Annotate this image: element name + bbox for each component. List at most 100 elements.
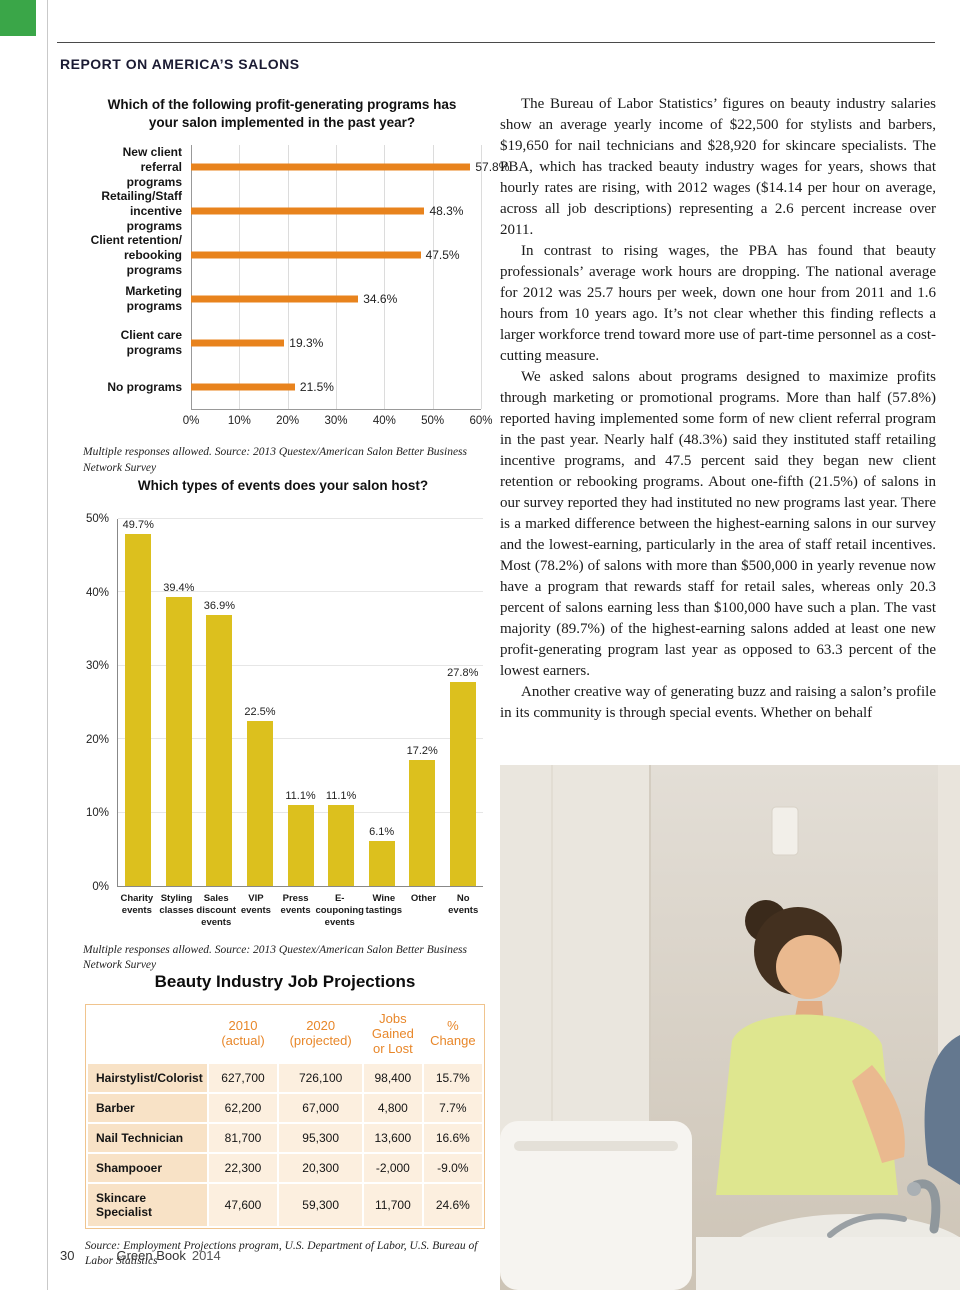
table-row: Barber 62,200 67,000 4,800 7.7% bbox=[88, 1093, 482, 1122]
table-cell: 59,300 bbox=[279, 1183, 363, 1226]
left-margin-rule bbox=[47, 0, 48, 1290]
photo-face bbox=[776, 935, 840, 999]
y-axis-ticks: 0% 10% 20% 30% 40% 50% bbox=[83, 513, 117, 893]
table-cell: 11,700 bbox=[364, 1183, 422, 1226]
bar bbox=[191, 383, 295, 391]
bar-value-label: 27.8% bbox=[447, 666, 479, 679]
photo-arm bbox=[852, 1065, 905, 1163]
table-cell: 627,700 bbox=[208, 1063, 278, 1092]
chart-title: Which types of events does your salon ho… bbox=[137, 478, 429, 493]
table-cell: 4,800 bbox=[364, 1093, 422, 1122]
x-tick-label: 30% bbox=[324, 415, 348, 428]
section-header: REPORT ON AMERICA’S SALONS bbox=[60, 56, 300, 72]
table-corner-cell bbox=[88, 1007, 207, 1062]
table-cell: 13,600 bbox=[364, 1123, 422, 1152]
bar-value-label: 11.1% bbox=[285, 789, 316, 802]
bar-plot-area: 57.8% 48.3% 47.5% 34.6% 19.3% 21.5% bbox=[191, 145, 509, 411]
x-tick-label: 60% bbox=[469, 415, 493, 428]
bar-category-label: Marketing programs bbox=[125, 284, 182, 314]
table-cell: 95,300 bbox=[279, 1123, 363, 1152]
gridline bbox=[432, 145, 434, 410]
bar bbox=[449, 681, 476, 886]
gridline bbox=[118, 738, 483, 740]
bar bbox=[328, 804, 355, 886]
table-cell: 98,400 bbox=[364, 1063, 422, 1092]
gridline bbox=[481, 145, 482, 410]
bar-column: 6.1% bbox=[361, 519, 402, 886]
bar-category-label: New client referral programs bbox=[122, 144, 182, 189]
gridline bbox=[336, 145, 337, 410]
y-tick-label: 40% bbox=[85, 586, 109, 599]
x-axis-labels: Charity events Styling classes Sales disco… bbox=[117, 893, 483, 929]
table-cell: 20,300 bbox=[279, 1153, 363, 1182]
book-year: 2014 bbox=[191, 1248, 221, 1263]
y-tick-label: 30% bbox=[85, 660, 109, 673]
article-paragraph: Another creative way of generating buzz … bbox=[500, 684, 936, 721]
photo-faucet bbox=[911, 1179, 941, 1234]
gridlines bbox=[191, 145, 482, 410]
bar bbox=[409, 759, 436, 886]
bar-value-label: 22.5% bbox=[244, 705, 276, 718]
photo-faucet-handle bbox=[907, 1182, 921, 1196]
gridline bbox=[287, 145, 289, 410]
bar bbox=[191, 163, 471, 171]
table-column-header: % Change bbox=[423, 1007, 482, 1062]
bar bbox=[125, 534, 152, 886]
table-row: Shampooer 22,300 20,300 -2,000 -9.0% bbox=[88, 1153, 482, 1182]
x-tick-label: 50% bbox=[421, 415, 445, 428]
table-row-label: Barber bbox=[88, 1093, 207, 1122]
table-row: Skincare Specialist 47,600 59,300 11,700 24.… bbox=[88, 1183, 482, 1226]
bar-value-label: 49.7% bbox=[122, 519, 154, 531]
job-projections-block: Beauty Industry Job Projections 2010 (ac… bbox=[85, 972, 485, 1270]
table-cell: 47,600 bbox=[208, 1183, 278, 1226]
article-paragraph: We asked salons about programs designed … bbox=[500, 369, 936, 679]
bar-column: 39.4% bbox=[159, 519, 200, 886]
table-title: Beauty Industry Job Projections bbox=[154, 972, 416, 991]
y-tick-label: 50% bbox=[85, 513, 109, 525]
bar-category-label: No programs bbox=[107, 379, 182, 394]
y-tick-label: 20% bbox=[85, 733, 109, 746]
y-tick-label: 10% bbox=[85, 807, 109, 820]
bar-value-label: 19.3% bbox=[289, 336, 324, 351]
page-footer: 30 Green Book 2014 bbox=[60, 1248, 221, 1263]
table-column-header: Jobs Gained or Lost bbox=[364, 1007, 422, 1062]
bar-category-label: Retailing/Staff incentive programs bbox=[101, 188, 182, 233]
x-axis-ticks: 0% 10% 20% 30% 40% 50% 60% bbox=[183, 415, 493, 431]
brand-green-square bbox=[0, 0, 36, 36]
table-column-header: 2010 (actual) bbox=[208, 1007, 278, 1062]
x-tick-label: 20% bbox=[276, 415, 300, 428]
bar bbox=[246, 720, 273, 886]
gridline bbox=[239, 145, 241, 410]
bar bbox=[368, 841, 395, 886]
table-cell: 81,700 bbox=[208, 1123, 278, 1152]
bar-category-label: No events bbox=[448, 893, 479, 916]
bars: 49.7% 39.4% 36.9% 22.5% 11.1% 11.1% 6.1% 17.2% 2… bbox=[118, 519, 483, 886]
gridline bbox=[118, 664, 483, 666]
photo-light-switch bbox=[771, 806, 799, 856]
top-rule bbox=[57, 42, 935, 43]
x-tick-label: 40% bbox=[372, 415, 396, 428]
table-row: Hairstylist/Colorist 627,700 726,100 98,400… bbox=[88, 1063, 482, 1092]
bar-value-label: 36.9% bbox=[203, 600, 235, 613]
bar-category-label: E-couponing events bbox=[315, 893, 364, 928]
photo-tub-edge bbox=[696, 1237, 960, 1290]
bar bbox=[206, 615, 233, 886]
bar-category-label: Client retention/ rebooking programs bbox=[90, 232, 182, 277]
bar-value-label: 6.1% bbox=[369, 826, 395, 839]
bar-column: 49.7% bbox=[118, 519, 159, 886]
bar bbox=[191, 339, 285, 347]
chart-source-caption: Multiple responses allowed. Source: 2013… bbox=[83, 943, 468, 972]
bar-row: 19.3% bbox=[191, 321, 481, 365]
bar-plot-area: 49.7% 39.4% 36.9% 22.5% 11.1% 11.1% 6.1% 17.2% 2… bbox=[117, 518, 483, 887]
bar-category-label: Styling classes bbox=[159, 893, 194, 916]
bar-column: 22.5% bbox=[240, 519, 281, 886]
salon-photo-illustration bbox=[500, 765, 960, 1290]
y-tick-label: 0% bbox=[92, 881, 109, 893]
bar bbox=[191, 251, 421, 259]
bar-value-label: 39.4% bbox=[163, 581, 195, 594]
photo-customer-jeans bbox=[924, 1035, 960, 1185]
table-cell: 16.6% bbox=[423, 1123, 482, 1152]
bar-row: 47.5% bbox=[191, 233, 481, 277]
table-cell: 24.6% bbox=[423, 1183, 482, 1226]
